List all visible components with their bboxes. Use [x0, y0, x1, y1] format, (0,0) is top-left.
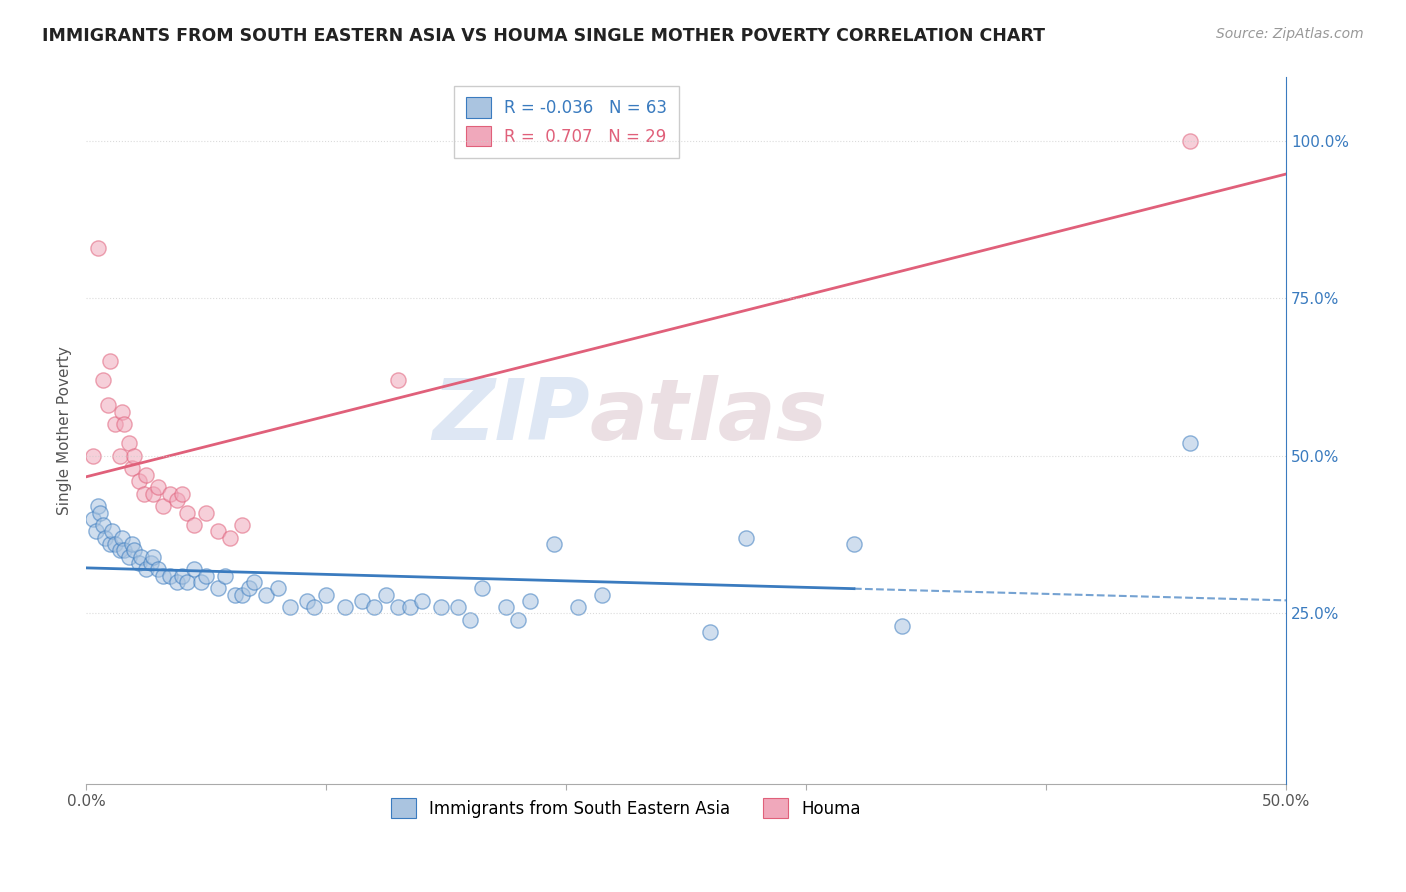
Text: ZIP: ZIP [433, 375, 591, 458]
Point [387, 373, 409, 387]
Point [447, 600, 470, 615]
Point [166, 492, 188, 507]
Point [254, 588, 277, 602]
Point [231, 588, 253, 602]
Point [159, 568, 181, 582]
Point [121, 537, 143, 551]
Point [114, 543, 136, 558]
Point [214, 568, 236, 582]
Point [104, 537, 127, 551]
Point [591, 588, 613, 602]
Point [94, 531, 117, 545]
Point [176, 506, 198, 520]
Point [495, 600, 517, 615]
Point [98, 354, 121, 368]
Point [219, 531, 242, 545]
Point [183, 518, 205, 533]
Point [278, 600, 301, 615]
Text: Source: ZipAtlas.com: Source: ZipAtlas.com [1216, 27, 1364, 41]
Point [207, 524, 229, 539]
Point [97, 398, 120, 412]
Point [224, 588, 246, 602]
Point [190, 574, 212, 589]
Point [543, 537, 565, 551]
Point [267, 581, 290, 595]
Point [135, 562, 157, 576]
Point [118, 549, 141, 564]
Point [122, 543, 145, 558]
Point [128, 474, 150, 488]
Point [735, 531, 758, 545]
Point [458, 613, 481, 627]
Point [350, 594, 373, 608]
Point [1178, 134, 1201, 148]
Point [146, 562, 169, 576]
Point [82, 449, 104, 463]
Point [231, 518, 253, 533]
Point [132, 486, 155, 500]
Point [430, 600, 453, 615]
Text: IMMIGRANTS FROM SOUTH EASTERN ASIA VS HOUMA SINGLE MOTHER POVERTY CORRELATION CH: IMMIGRANTS FROM SOUTH EASTERN ASIA VS HO… [42, 27, 1045, 45]
Point [82, 512, 104, 526]
Point [152, 568, 174, 582]
Point [108, 543, 131, 558]
Point [111, 405, 134, 419]
Point [89, 506, 111, 520]
Point [699, 625, 721, 640]
Point [176, 574, 198, 589]
Point [842, 537, 865, 551]
Point [506, 613, 529, 627]
Point [159, 486, 181, 500]
Point [98, 537, 121, 551]
Point [567, 600, 589, 615]
Point [152, 500, 174, 514]
Y-axis label: Single Mother Poverty: Single Mother Poverty [58, 346, 72, 515]
Point [139, 556, 162, 570]
Point [295, 594, 318, 608]
Point [335, 600, 357, 615]
Point [142, 549, 165, 564]
Point [108, 449, 131, 463]
Point [84, 524, 107, 539]
Point [891, 619, 914, 633]
Text: atlas: atlas [591, 375, 828, 458]
Point [375, 588, 398, 602]
Point [146, 480, 169, 494]
Point [243, 574, 266, 589]
Point [121, 461, 143, 475]
Point [363, 600, 385, 615]
Point [207, 581, 229, 595]
Point [183, 562, 205, 576]
Point [128, 556, 150, 570]
Point [87, 241, 110, 255]
Point [87, 500, 110, 514]
Point [111, 531, 134, 545]
Point [114, 417, 136, 432]
Point [195, 568, 218, 582]
Point [302, 600, 325, 615]
Point [118, 436, 141, 450]
Point [101, 524, 124, 539]
Point [170, 486, 193, 500]
Point [411, 594, 433, 608]
Point [519, 594, 541, 608]
Point [142, 486, 165, 500]
Point [91, 518, 114, 533]
Legend: Immigrants from South Eastern Asia, Houma: Immigrants from South Eastern Asia, Houm… [384, 791, 868, 825]
Point [195, 506, 218, 520]
Point [166, 574, 188, 589]
Point [471, 581, 494, 595]
Point [135, 467, 157, 482]
Point [104, 417, 127, 432]
Point [238, 581, 260, 595]
Point [387, 600, 409, 615]
Point [91, 373, 114, 387]
Point [129, 549, 152, 564]
Point [315, 588, 337, 602]
Point [122, 449, 145, 463]
Point [399, 600, 422, 615]
Point [170, 568, 193, 582]
Point [1178, 436, 1201, 450]
